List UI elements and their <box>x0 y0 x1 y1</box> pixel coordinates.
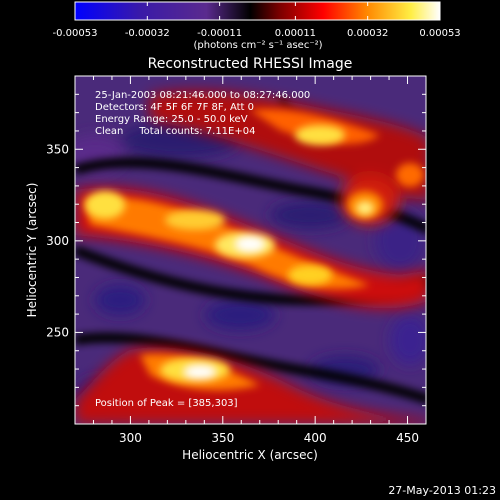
image-title: Reconstructed RHESSI Image <box>148 56 353 72</box>
colorbar: -0.00053 -0.00032 -0.00011 0.00011 0.00032 0.… <box>53 1 461 51</box>
y-axis-label: Heliocentric Y (arcsec) <box>25 183 39 318</box>
x-axis-label: Heliocentric X (arcsec) <box>182 448 318 462</box>
colorbar-tick-label: 0.00032 <box>347 28 388 39</box>
y-tick-label: 350 <box>46 142 69 156</box>
colorbar-tick-label: -0.00011 <box>197 28 242 39</box>
colorbar-units-label: (photons cm⁻² s⁻¹ asec⁻²) <box>193 40 322 51</box>
colorbar-gradient <box>74 1 441 21</box>
x-tick-label: 400 <box>304 431 327 445</box>
x-axis-ticks <box>74 76 427 424</box>
x-axis-tick-labels: 300 350 400 450 <box>119 431 419 445</box>
x-tick-label: 450 <box>396 431 419 445</box>
x-tick-label: 350 <box>211 431 234 445</box>
colorbar-ticks <box>74 2 441 20</box>
emission-peaks <box>85 125 374 382</box>
peak-position-label: Position of Peak = [385,303] <box>95 398 238 409</box>
y-axis-ticks <box>75 75 426 425</box>
info-line-counts: Clean Total counts: 7.11E+04 <box>95 126 255 137</box>
solar-image <box>75 76 426 424</box>
colorbar-tick-label: 0.00011 <box>275 28 316 39</box>
info-line-time: 25-Jan-2003 08:21:46.000 to 08:27:46.000 <box>95 90 310 101</box>
y-tick-label: 300 <box>46 234 69 248</box>
colorbar-tick-label: -0.00053 <box>53 28 98 39</box>
footer-timestamp: 27-May-2013 01:23 <box>388 484 496 497</box>
info-block: 25-Jan-2003 08:21:46.000 to 08:27:46.000… <box>95 90 310 137</box>
x-tick-label: 300 <box>119 431 142 445</box>
y-tick-label: 250 <box>46 325 69 339</box>
y-axis-tick-labels: 250 300 350 <box>46 142 69 339</box>
colorbar-tick-labels: -0.00053 -0.00032 -0.00011 0.00011 0.00032 0.… <box>53 28 461 39</box>
info-line-detectors: Detectors: 4F 5F 6F 7F 8F, Att 0 <box>95 102 254 113</box>
colorbar-tick-label: 0.00053 <box>419 28 460 39</box>
info-line-energy: Energy Range: 25.0 - 50.0 keV <box>95 114 248 125</box>
plot-frame <box>74 75 427 425</box>
colorbar-tick-label: -0.00032 <box>125 28 170 39</box>
